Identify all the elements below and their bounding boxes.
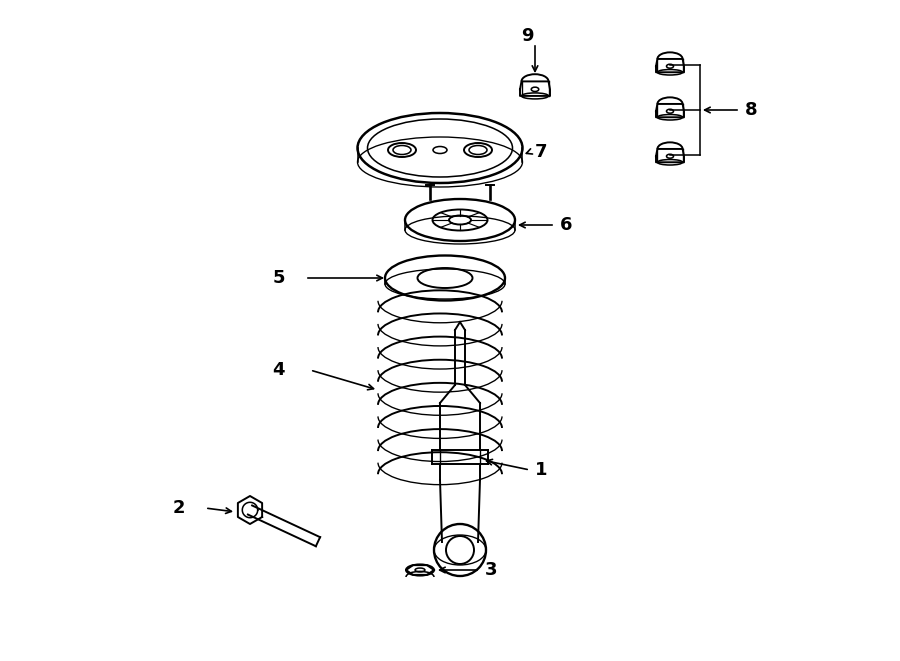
Text: 7: 7 xyxy=(535,143,547,161)
Text: 2: 2 xyxy=(173,499,185,517)
Text: 6: 6 xyxy=(560,216,572,234)
Text: 1: 1 xyxy=(535,461,547,479)
Text: 8: 8 xyxy=(745,101,758,119)
Text: 3: 3 xyxy=(485,561,498,579)
Text: 9: 9 xyxy=(521,27,533,45)
Text: 5: 5 xyxy=(273,269,285,287)
Text: 4: 4 xyxy=(273,361,285,379)
